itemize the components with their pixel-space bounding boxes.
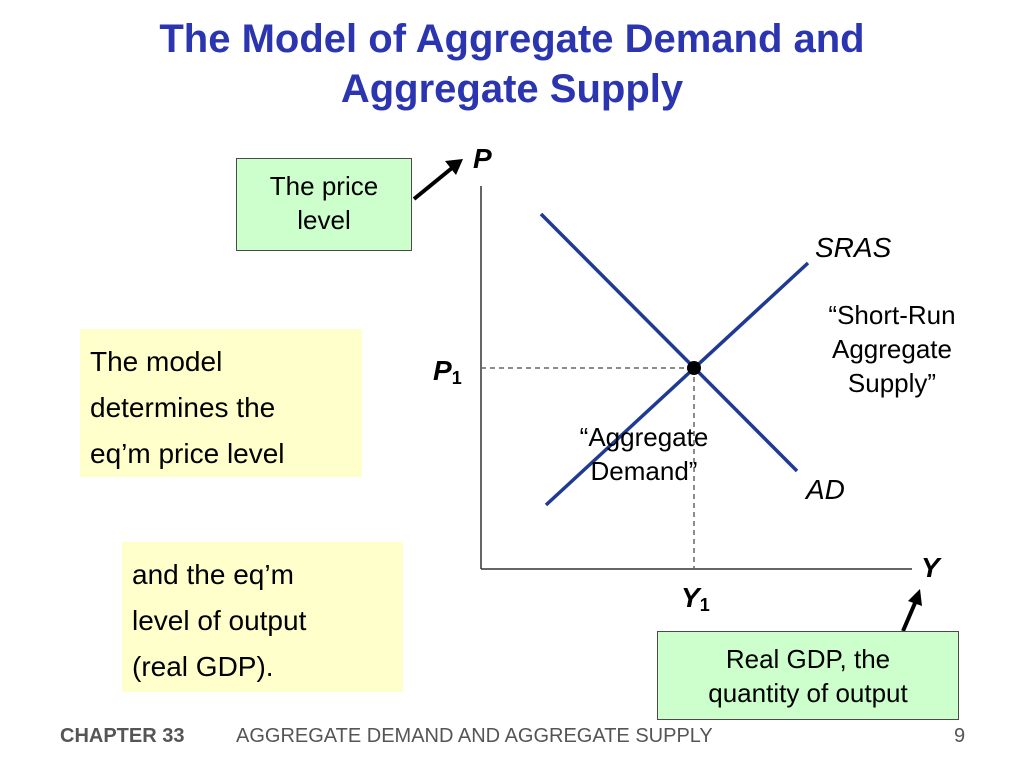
real-gdp-arrow (901, 602, 917, 632)
ad-label: AD (806, 474, 845, 505)
output-note-line1: and the eq’m (132, 559, 294, 590)
model-note-line2: determines the (90, 392, 276, 423)
slide-title-line1: The Model of Aggregate Demand and (159, 17, 865, 61)
model-note-line3: eq’m price level (90, 438, 285, 469)
model-note-line1: The model (90, 346, 223, 377)
price-level-callout-line2: level (297, 205, 351, 235)
output-note: and the eq’m level of output (real GDP). (122, 542, 403, 692)
price-level-arrow (412, 166, 454, 201)
equilibrium-output-subscript: 1 (699, 595, 710, 615)
real-gdp-arrowhead (908, 589, 922, 606)
ad-description-line2: Demand” (590, 456, 698, 486)
equilibrium-output-letter: Y (681, 582, 700, 613)
footer-chapter: CHAPTER 33 (60, 725, 185, 747)
equilibrium-price-subscript: 1 (451, 368, 462, 388)
price-level-callout: The price level (236, 158, 412, 251)
output-note-line3: (real GDP). (132, 651, 274, 682)
ad-description-line1: “Aggregate (579, 422, 709, 452)
sras-description-line1: “Short-Run (828, 300, 956, 330)
sras-description-line3: Supply” (847, 368, 937, 398)
equilibrium-output-label: Y1 (681, 581, 710, 622)
price-level-arrowhead (445, 159, 463, 175)
real-gdp-callout-line2: quantity of output (708, 678, 908, 708)
real-gdp-callout-line1: Real GDP, the (725, 644, 891, 674)
real-gdp-callout: Real GDP, the quantity of output (657, 631, 959, 720)
price-level-callout-line1: The price (269, 171, 379, 201)
footer-chapter-title: AGGREGATE DEMAND AND AGGREGATE SUPPLY (236, 725, 713, 747)
ad-curve (539, 212, 799, 473)
equilibrium-point (687, 361, 701, 375)
sras-label: SRAS (815, 232, 892, 263)
footer-page-number: 9 (954, 725, 966, 747)
x-axis-label: Y (921, 552, 940, 583)
sras-description-line2: Aggregate (832, 334, 952, 364)
slide-title-line2: Aggregate Supply (340, 67, 684, 111)
output-note-line2: level of output (132, 605, 307, 636)
equilibrium-price-label: P1 (433, 354, 462, 395)
sras-curve (544, 261, 810, 507)
y-axis-label: P (473, 143, 492, 174)
equilibrium-price-letter: P (433, 355, 452, 386)
sras-description: “Short-Run Aggregate Supply” (800, 298, 984, 400)
model-note: The model determines the eq’m price leve… (80, 329, 362, 477)
ad-description: “Aggregate Demand” (546, 420, 742, 488)
slide-title: The Model of Aggregate Demand and Aggreg… (0, 14, 1024, 114)
